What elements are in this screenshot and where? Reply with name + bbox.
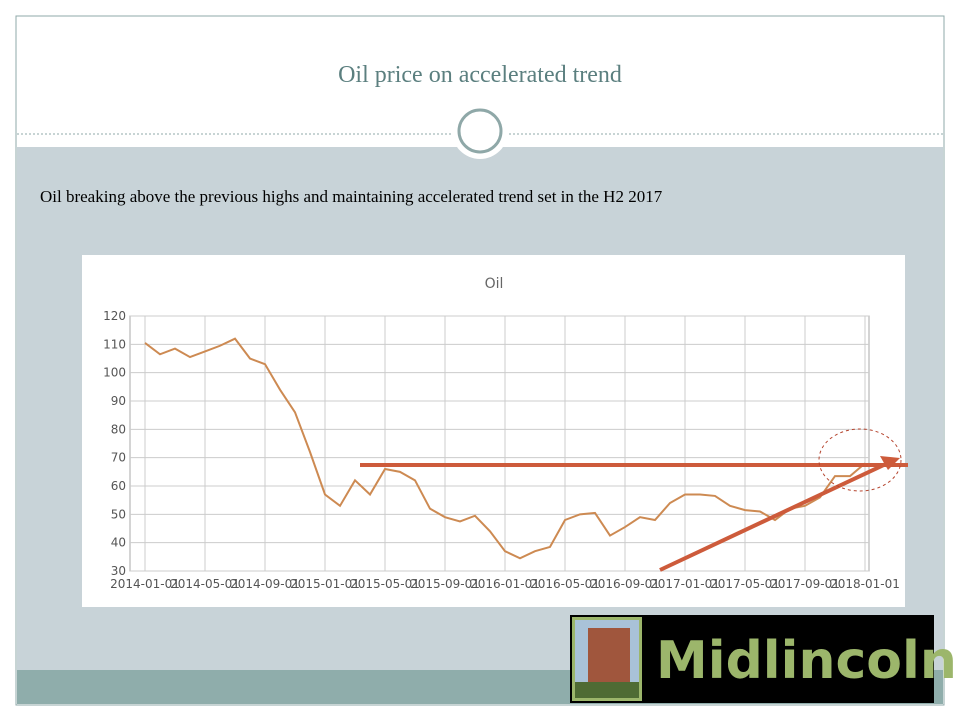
logo-text: Midlincoln <box>656 631 957 691</box>
subtitle: Oil breaking above the previous highs an… <box>40 187 663 206</box>
y-tick-label: 50 <box>111 507 126 521</box>
y-tick-label: 30 <box>111 564 126 578</box>
y-tick-label: 100 <box>103 366 126 380</box>
logo-building <box>588 628 630 690</box>
plot-area <box>129 315 870 572</box>
x-tick-label: 2014-09-01 <box>230 577 300 591</box>
annotations <box>360 428 908 572</box>
chart-title: Oil <box>485 276 504 292</box>
y-tick-label: 120 <box>103 309 126 323</box>
x-tick-label: 2014-05-01 <box>170 577 240 591</box>
y-tick-label: 70 <box>111 451 126 465</box>
y-tick-label: 40 <box>111 536 126 550</box>
x-tick-label: 2016-09-01 <box>590 577 660 591</box>
divider-ring <box>457 108 503 154</box>
x-tick-label: 2016-01-01 <box>470 577 540 591</box>
x-tick-label: 2015-05-01 <box>350 577 420 591</box>
logo: Midlincoln <box>570 615 957 703</box>
x-tick-label: 2017-01-01 <box>650 577 720 591</box>
x-tick-label: 2015-01-01 <box>290 577 360 591</box>
chart: Oil 304050607080901001101202014-01-01201… <box>103 276 900 591</box>
y-tick-label: 110 <box>103 337 126 351</box>
logo-trees <box>575 682 639 698</box>
x-tick-label: 2018-01-01 <box>830 577 900 591</box>
trend-arrow <box>659 460 891 572</box>
x-tick-label: 2017-09-01 <box>770 577 840 591</box>
data-line <box>144 337 866 560</box>
x-tick-label: 2015-09-01 <box>410 577 480 591</box>
y-tick-label: 90 <box>111 394 126 408</box>
y-tick-label: 60 <box>111 479 126 493</box>
x-tick-label: 2016-05-01 <box>530 577 600 591</box>
highlight-ellipse <box>818 428 902 492</box>
x-tick-label: 2017-05-01 <box>710 577 780 591</box>
y-tick-label: 80 <box>111 422 126 436</box>
slide-title: Oil price on accelerated trend <box>338 62 622 88</box>
x-tick-label: 2014-01-01 <box>110 577 180 591</box>
arrow-head <box>880 456 900 470</box>
